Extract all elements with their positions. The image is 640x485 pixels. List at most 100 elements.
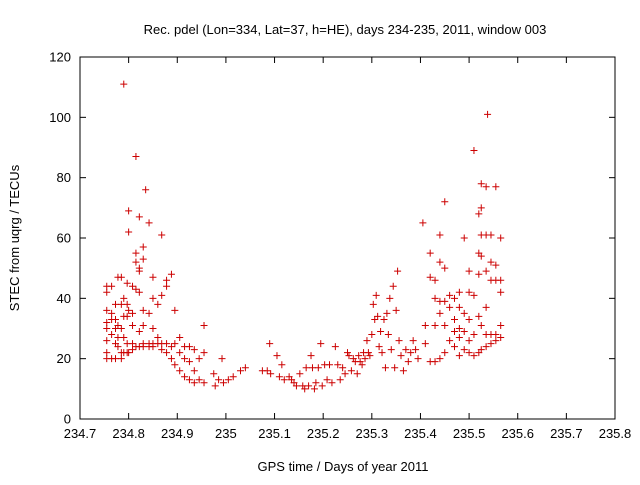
data-point bbox=[455, 288, 463, 296]
data-point bbox=[426, 249, 434, 257]
plot-frame bbox=[79, 56, 616, 420]
data-point bbox=[185, 343, 193, 351]
data-point bbox=[123, 279, 131, 287]
data-point bbox=[181, 373, 189, 381]
data-point bbox=[380, 315, 388, 323]
data-point bbox=[375, 343, 383, 351]
y-tick-label: 60 bbox=[57, 231, 71, 246]
data-point bbox=[176, 349, 184, 357]
data-point bbox=[125, 349, 133, 357]
data-point bbox=[384, 331, 392, 339]
data-point bbox=[263, 367, 271, 375]
data-point bbox=[195, 355, 203, 363]
data-point bbox=[399, 367, 407, 375]
data-point bbox=[120, 334, 128, 342]
data-point bbox=[310, 385, 318, 393]
x-tick-label: 235.5 bbox=[453, 426, 486, 441]
data-point bbox=[386, 294, 394, 302]
data-point bbox=[114, 334, 122, 342]
data-point bbox=[167, 343, 175, 351]
data-point bbox=[441, 297, 449, 305]
data-point bbox=[451, 328, 458, 336]
y-tick-label: 80 bbox=[57, 170, 71, 185]
data-point bbox=[446, 303, 454, 311]
data-point bbox=[436, 231, 444, 239]
data-point bbox=[369, 300, 377, 308]
data-point bbox=[347, 367, 355, 375]
data-point bbox=[318, 382, 326, 390]
x-tick-label: 235 bbox=[215, 426, 237, 441]
data-point bbox=[497, 334, 505, 342]
data-point bbox=[391, 364, 399, 372]
data-point bbox=[275, 373, 283, 381]
data-point bbox=[185, 376, 193, 384]
data-point bbox=[103, 306, 111, 314]
data-point bbox=[163, 282, 171, 290]
data-point bbox=[341, 370, 349, 378]
data-point bbox=[211, 382, 219, 390]
data-point bbox=[460, 346, 468, 354]
data-point bbox=[460, 328, 468, 336]
data-point bbox=[475, 312, 483, 320]
data-point bbox=[492, 331, 500, 339]
data-point bbox=[190, 379, 198, 387]
data-point bbox=[451, 294, 458, 302]
data-point bbox=[125, 207, 133, 215]
data-point bbox=[139, 321, 147, 329]
data-point bbox=[149, 273, 157, 281]
data-point bbox=[163, 349, 171, 357]
data-point bbox=[117, 300, 125, 308]
data-point bbox=[307, 352, 315, 360]
data-point bbox=[487, 231, 495, 239]
data-points bbox=[103, 80, 505, 393]
data-point bbox=[334, 361, 342, 369]
data-point bbox=[455, 352, 463, 360]
data-point bbox=[336, 376, 344, 384]
data-point bbox=[497, 276, 505, 284]
data-point bbox=[129, 309, 137, 317]
data-point bbox=[455, 334, 463, 342]
data-point bbox=[229, 373, 237, 381]
data-point bbox=[154, 300, 162, 308]
data-point bbox=[308, 364, 316, 372]
data-point bbox=[129, 282, 137, 290]
data-point bbox=[431, 321, 439, 329]
data-point bbox=[323, 376, 331, 384]
data-point bbox=[487, 340, 495, 348]
data-point bbox=[296, 370, 304, 378]
data-point bbox=[497, 288, 505, 296]
data-point bbox=[477, 252, 485, 260]
data-point bbox=[470, 331, 478, 339]
x-tick-label: 235.2 bbox=[307, 426, 340, 441]
data-point bbox=[154, 334, 162, 342]
data-point bbox=[190, 346, 198, 354]
x-axis-label: GPS time / Days of year 2011 bbox=[258, 459, 429, 474]
data-point bbox=[135, 328, 143, 336]
data-point bbox=[149, 343, 157, 351]
data-point bbox=[389, 282, 397, 290]
data-point bbox=[339, 364, 347, 372]
data-point bbox=[103, 325, 111, 332]
data-point bbox=[267, 370, 275, 378]
y-axis-label: STEC from uqrg / TECUs bbox=[7, 164, 22, 311]
data-point bbox=[117, 273, 125, 281]
data-point bbox=[470, 147, 478, 155]
data-point bbox=[163, 276, 171, 284]
data-point bbox=[200, 349, 208, 357]
data-point bbox=[363, 337, 371, 345]
data-point bbox=[219, 379, 227, 387]
data-point bbox=[237, 367, 244, 375]
data-point bbox=[395, 337, 403, 345]
data-point bbox=[484, 110, 492, 118]
data-point bbox=[195, 376, 203, 384]
x-tick-label: 234.7 bbox=[64, 426, 97, 441]
data-point bbox=[482, 343, 490, 351]
data-point bbox=[305, 382, 313, 390]
data-point bbox=[200, 379, 208, 387]
data-point bbox=[372, 291, 380, 299]
data-point bbox=[132, 153, 140, 161]
data-point bbox=[278, 361, 286, 369]
data-point bbox=[149, 294, 157, 302]
data-point bbox=[465, 349, 473, 357]
data-point bbox=[477, 321, 485, 329]
